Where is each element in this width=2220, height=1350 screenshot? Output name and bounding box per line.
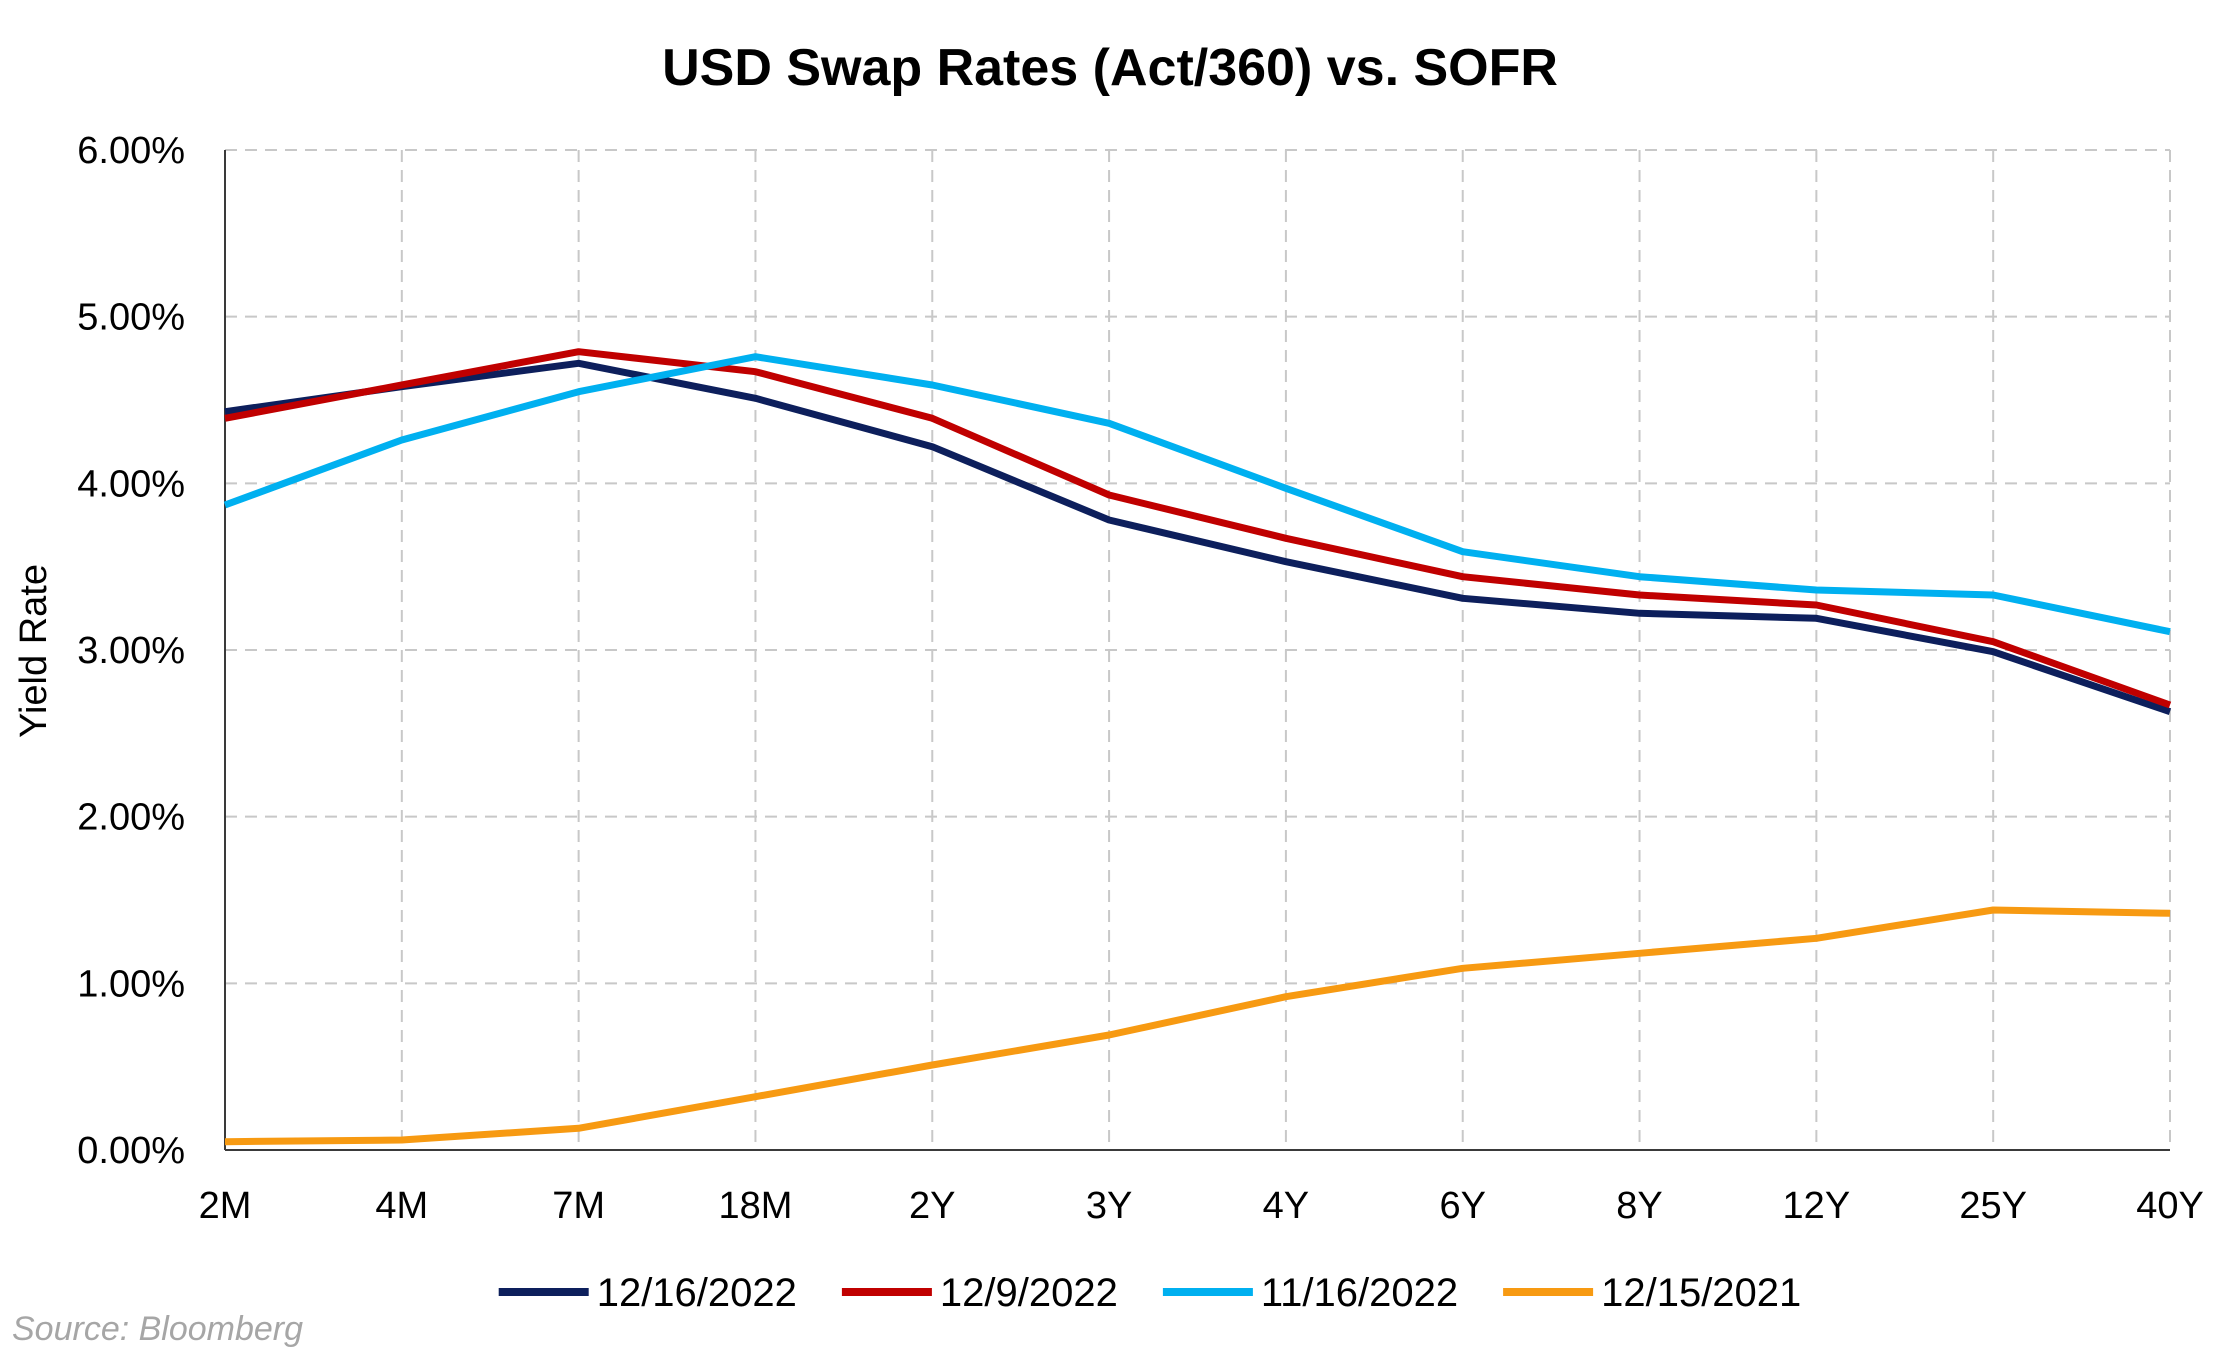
x-tick-label: 8Y bbox=[1616, 1185, 1662, 1227]
series-line-3 bbox=[223, 353, 2171, 636]
series-line-4 bbox=[224, 906, 2171, 1146]
legend: 12/16/2022 12/9/2022 11/16/2022 12/15/2021 bbox=[498, 1271, 1801, 1315]
x-tick-label: 40Y bbox=[2136, 1185, 2204, 1227]
y-tick-label: 1.00% bbox=[77, 963, 185, 1005]
series-line-2 bbox=[224, 348, 2172, 709]
legend-item: 11/16/2022 bbox=[1162, 1271, 1458, 1315]
series-lines bbox=[223, 348, 2172, 1146]
chart-title: USD Swap Rates (Act/360) vs. SOFR bbox=[662, 39, 1558, 97]
y-tick-label: 4.00% bbox=[77, 463, 185, 505]
legend-item: 12/16/2022 bbox=[498, 1271, 797, 1315]
y-tick-label: 2.00% bbox=[77, 797, 185, 839]
y-tick-label: 5.00% bbox=[77, 297, 185, 339]
source-note: Source: Bloomberg bbox=[12, 1310, 303, 1348]
x-tick-label: 7M bbox=[552, 1185, 605, 1227]
x-tick-label: 6Y bbox=[1439, 1185, 1485, 1227]
x-tick-label: 2M bbox=[199, 1185, 252, 1227]
y-tick-label: 6.00% bbox=[77, 130, 185, 172]
x-tick-labels: 2M 4M 7M 18M 2Y 3Y 4Y 6Y 8Y 12Y 25Y 40Y bbox=[199, 1185, 2204, 1227]
x-tick-label: 12Y bbox=[1783, 1185, 1851, 1227]
y-tick-labels: 0.00% 1.00% 2.00% 3.00% 4.00% 5.00% 6.00% bbox=[77, 130, 185, 1172]
series-line-1 bbox=[224, 359, 2172, 716]
x-tick-label: 18M bbox=[718, 1185, 792, 1227]
y-tick-label: 0.00% bbox=[77, 1130, 185, 1172]
x-tick-label: 3Y bbox=[1086, 1185, 1132, 1227]
x-tick-label: 4M bbox=[375, 1185, 428, 1227]
legend-label: 12/9/2022 bbox=[940, 1271, 1118, 1315]
y-axis-label: Yield Rate bbox=[13, 564, 55, 738]
legend-label: 12/15/2021 bbox=[1601, 1271, 1801, 1315]
legend-item: 12/15/2021 bbox=[1503, 1271, 1801, 1315]
legend-label: 11/16/2022 bbox=[1261, 1271, 1458, 1315]
x-tick-label: 25Y bbox=[1959, 1185, 2027, 1227]
grid-lines bbox=[225, 149, 2171, 1150]
x-tick-label: 4Y bbox=[1263, 1185, 1309, 1227]
y-tick-label: 3.00% bbox=[77, 630, 185, 672]
axes bbox=[224, 150, 2170, 1151]
x-tick-label: 2Y bbox=[909, 1185, 955, 1227]
legend-label: 12/16/2022 bbox=[597, 1271, 797, 1315]
legend-item: 12/9/2022 bbox=[841, 1271, 1118, 1315]
